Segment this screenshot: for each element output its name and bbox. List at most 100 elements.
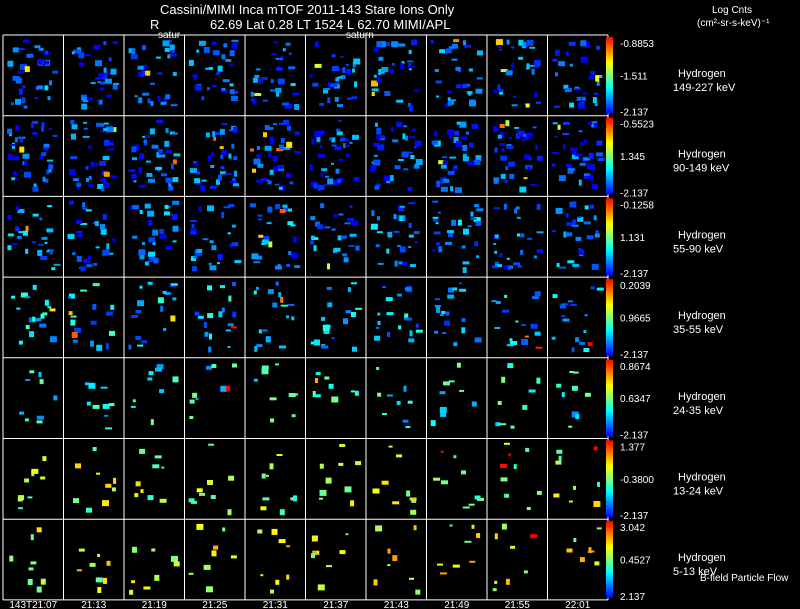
image-pixel bbox=[355, 307, 363, 310]
image-pixel bbox=[560, 303, 566, 309]
image-pixel bbox=[409, 136, 416, 139]
channel-energy-label: 90-149 keV bbox=[673, 163, 730, 175]
image-pixel bbox=[392, 501, 400, 505]
image-pixel bbox=[139, 285, 143, 289]
image-pixel bbox=[196, 523, 204, 530]
image-pixel bbox=[265, 474, 269, 477]
image-pixel bbox=[210, 495, 216, 499]
image-pixel bbox=[552, 151, 559, 154]
image-pixel bbox=[337, 120, 342, 122]
image-pixel bbox=[352, 346, 357, 352]
image-pixel bbox=[42, 147, 49, 151]
image-pixel bbox=[194, 178, 201, 184]
image-pixel bbox=[7, 245, 12, 251]
image-pixel bbox=[531, 296, 539, 300]
image-pixel bbox=[315, 372, 321, 376]
image-pixel bbox=[105, 343, 109, 350]
image-pixel bbox=[501, 523, 507, 530]
colorbar-min-label: -2.137 bbox=[620, 511, 649, 522]
image-pixel bbox=[151, 144, 159, 149]
image-pixel bbox=[440, 186, 448, 192]
image-pixel bbox=[536, 203, 541, 210]
image-pixel bbox=[523, 41, 527, 47]
image-pixel bbox=[164, 48, 170, 52]
image-pixel bbox=[339, 444, 346, 447]
image-pixel bbox=[504, 294, 508, 298]
image-pixel bbox=[436, 180, 441, 184]
image-pixel bbox=[562, 318, 570, 322]
image-pixel bbox=[503, 442, 510, 445]
image-pixel bbox=[354, 390, 359, 396]
image-pixel bbox=[493, 128, 499, 132]
image-pixel bbox=[27, 496, 33, 499]
image-pixel bbox=[590, 286, 595, 290]
image-pixel bbox=[430, 40, 434, 44]
image-pixel bbox=[253, 378, 258, 382]
image-pixel bbox=[557, 124, 561, 130]
image-pixel bbox=[80, 289, 88, 292]
image-pixel bbox=[146, 172, 153, 177]
image-pixel bbox=[525, 134, 530, 141]
image-pixel bbox=[253, 261, 261, 264]
image-pixel bbox=[253, 158, 261, 165]
image-pixel bbox=[128, 169, 136, 173]
image-pixel bbox=[431, 140, 438, 145]
image-pixel bbox=[39, 379, 44, 385]
image-pixel bbox=[269, 136, 275, 142]
image-pixel bbox=[314, 221, 320, 227]
image-pixel bbox=[162, 290, 167, 294]
image-pixel bbox=[529, 46, 536, 49]
image-pixel bbox=[551, 230, 556, 233]
channel-species-label: Hydrogen bbox=[678, 229, 726, 241]
image-pixel bbox=[313, 183, 317, 189]
image-pixel bbox=[275, 67, 283, 71]
image-pixel bbox=[231, 42, 238, 49]
image-pixel bbox=[392, 139, 399, 143]
image-pixel bbox=[376, 326, 380, 329]
image-pixel bbox=[190, 500, 197, 504]
image-pixel bbox=[260, 506, 267, 511]
image-pixel bbox=[520, 233, 525, 238]
image-pixel bbox=[528, 64, 536, 67]
image-pixel bbox=[234, 260, 242, 264]
image-pixel bbox=[95, 60, 102, 67]
image-pixel bbox=[69, 169, 75, 176]
image-pixel bbox=[141, 70, 145, 77]
image-pixel bbox=[30, 561, 37, 565]
image-pixel bbox=[335, 168, 340, 174]
image-pixel bbox=[7, 233, 14, 237]
image-pixel bbox=[131, 173, 137, 179]
image-pixel bbox=[506, 344, 514, 347]
image-pixel bbox=[551, 336, 556, 340]
image-pixel bbox=[85, 209, 92, 212]
image-pixel bbox=[40, 313, 45, 319]
image-pixel bbox=[282, 102, 289, 106]
time-tick-label: 21:49 bbox=[444, 600, 469, 609]
image-pixel bbox=[207, 87, 210, 91]
image-pixel bbox=[190, 231, 196, 235]
image-pixel bbox=[207, 285, 212, 291]
image-pixel bbox=[18, 340, 23, 345]
image-pixel bbox=[106, 94, 113, 98]
image-pixel bbox=[408, 50, 412, 54]
image-pixel bbox=[406, 490, 411, 497]
colorbar-mid-label: 0.4527 bbox=[620, 556, 651, 567]
image-pixel bbox=[283, 146, 291, 150]
image-pixel bbox=[378, 56, 384, 61]
image-pixel bbox=[277, 78, 285, 85]
image-pixel bbox=[340, 137, 346, 142]
image-pixel bbox=[132, 205, 140, 209]
image-pixel bbox=[447, 90, 453, 94]
image-pixel bbox=[160, 173, 167, 177]
image-pixel bbox=[7, 215, 12, 220]
image-pixel bbox=[570, 147, 578, 151]
image-pixel bbox=[473, 217, 481, 223]
image-pixel bbox=[150, 101, 154, 106]
image-pixel bbox=[376, 41, 383, 48]
image-pixel bbox=[207, 313, 214, 319]
image-pixel bbox=[98, 99, 103, 105]
image-pixel bbox=[584, 176, 592, 179]
image-pixel bbox=[233, 183, 239, 187]
image-pixel bbox=[130, 54, 138, 60]
image-pixel bbox=[229, 89, 235, 95]
